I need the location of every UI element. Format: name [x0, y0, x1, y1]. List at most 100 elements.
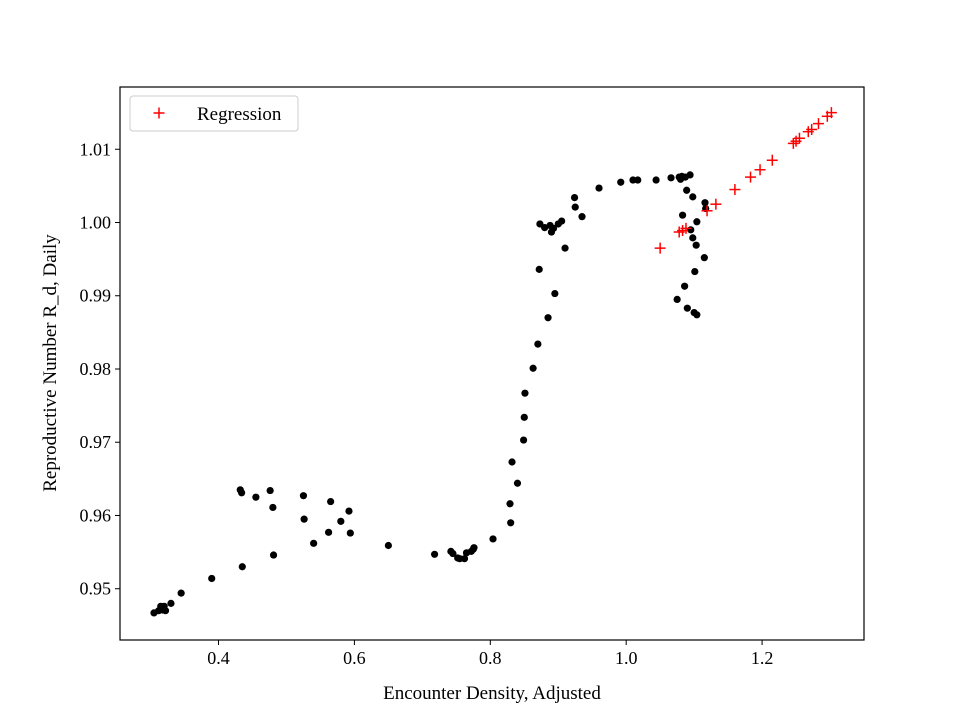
observed-point	[558, 217, 566, 225]
observed-point	[529, 364, 537, 372]
regression-point	[710, 198, 722, 210]
regression-point	[812, 118, 824, 130]
legend-box	[129, 95, 299, 132]
observed-point	[561, 244, 569, 252]
observed-point	[595, 184, 603, 192]
observed-point	[337, 517, 345, 525]
observed-point	[701, 199, 709, 207]
regression-series	[654, 107, 837, 254]
regression-point	[825, 107, 837, 119]
plot-frame	[119, 86, 865, 641]
observed-point	[570, 194, 579, 202]
observed-point	[161, 607, 170, 615]
observed-point	[384, 541, 392, 550]
observed-point	[667, 174, 675, 182]
observed-series	[150, 171, 710, 617]
x-tick-label: 0.8	[479, 648, 502, 668]
regression-point	[754, 164, 766, 176]
observed-point	[686, 171, 694, 179]
regression-point	[745, 171, 757, 183]
x-tick-label: 1.0	[615, 648, 638, 668]
legend: Regression	[129, 95, 299, 132]
observed-point	[535, 265, 543, 273]
observed-point	[578, 213, 586, 221]
observed-point	[521, 389, 529, 397]
regression-point	[793, 132, 805, 144]
regression-point	[766, 154, 778, 166]
y-axis-label: Reproductive Number R_d, Daily	[40, 234, 61, 492]
y-tick-label: 0.99	[80, 286, 112, 306]
observed-point	[520, 413, 528, 421]
observed-point	[693, 218, 701, 226]
observed-point	[167, 599, 175, 607]
y-tick-label: 0.96	[80, 505, 112, 525]
observed-point	[678, 211, 687, 219]
observed-point	[299, 492, 308, 500]
observed-point	[549, 224, 558, 232]
observed-point	[693, 311, 701, 319]
observed-point	[506, 500, 514, 508]
x-tick-label: 1.2	[751, 648, 774, 668]
regression-point	[680, 222, 692, 234]
observed-point	[689, 234, 697, 242]
observed-point	[508, 458, 516, 466]
x-axis-label: Encounter Density, Adjusted	[383, 683, 601, 704]
y-tick-label: 0.95	[80, 579, 112, 599]
observed-point	[269, 503, 277, 512]
observed-point	[177, 589, 185, 597]
y-tick-label: 1.00	[80, 213, 112, 233]
observed-point	[681, 282, 689, 290]
observed-point	[449, 549, 457, 558]
observed-point	[691, 267, 699, 276]
observed-point	[327, 497, 335, 506]
observed-point	[252, 493, 260, 501]
y-tick-label: 0.98	[80, 359, 112, 379]
observed-point	[692, 241, 700, 249]
y-tick-label: 0.97	[80, 432, 112, 452]
observed-point	[460, 555, 469, 563]
observed-point	[310, 539, 318, 547]
observed-point	[551, 289, 559, 298]
observed-point	[513, 479, 522, 487]
y-tick-label: 1.01	[80, 139, 112, 159]
observed-point	[470, 544, 478, 552]
observed-point	[489, 535, 497, 543]
observed-point	[519, 436, 528, 444]
x-tick-label: 0.4	[207, 648, 230, 668]
observed-point	[238, 489, 246, 497]
regression-point	[654, 242, 666, 254]
regression-point	[729, 184, 741, 196]
axes	[119, 86, 865, 641]
observed-point	[683, 186, 691, 194]
x-tick-label: 0.6	[343, 648, 366, 668]
observed-point	[430, 550, 439, 558]
legend-regression-marker	[153, 107, 165, 119]
legend-plus-icon	[153, 107, 165, 119]
observed-point	[652, 176, 660, 184]
observed-point	[544, 314, 552, 322]
observed-point	[266, 486, 274, 495]
observed-point	[346, 529, 354, 537]
y-axis-ticks: 0.95 0.96 0.97 0.98 0.99 1.00 1.01	[80, 139, 120, 599]
observed-point	[238, 563, 246, 571]
regression-point	[806, 123, 818, 135]
observed-point	[683, 304, 691, 312]
observed-point	[208, 574, 216, 583]
legend-regression-label: Regression	[197, 104, 282, 125]
observed-point	[541, 224, 549, 232]
regression-point	[701, 205, 713, 217]
observed-point	[534, 340, 542, 348]
observed-point	[507, 519, 515, 527]
regression-point	[787, 137, 799, 149]
observed-point	[673, 295, 681, 304]
observed-point	[324, 528, 333, 536]
observed-point	[269, 551, 278, 559]
observed-point	[345, 507, 353, 515]
observed-point	[700, 254, 708, 262]
observed-point	[571, 203, 579, 211]
observed-point	[634, 176, 642, 184]
observed-point	[300, 515, 308, 523]
observed-point	[617, 178, 625, 186]
